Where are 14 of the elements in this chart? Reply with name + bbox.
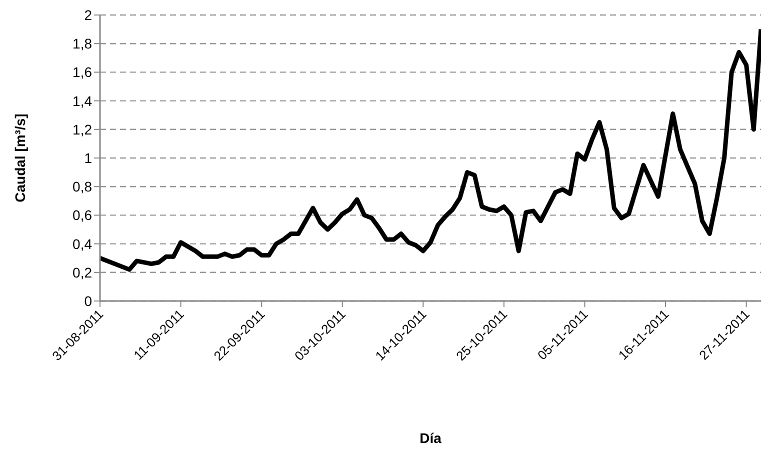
- y-tick-label: 2: [84, 6, 92, 23]
- y-axis-title: Caudal [m³/s]: [12, 114, 28, 202]
- y-tick-label: 0,8: [72, 178, 92, 195]
- y-tick-label: 0,4: [72, 236, 92, 252]
- y-tick-label: 0,6: [72, 207, 92, 224]
- y-tick-label: 1,2: [72, 121, 92, 138]
- y-tick-label: 1,8: [72, 36, 92, 52]
- line-series: [100, 27, 761, 272]
- y-tick-label: 1: [84, 150, 92, 166]
- y-tick-label: 1,4: [72, 92, 92, 109]
- y-tick-label: 0: [84, 292, 92, 309]
- y-tick-label: 0,2: [72, 264, 92, 280]
- y-tick-label: 1,6: [72, 64, 92, 80]
- x-axis-title: Día: [420, 430, 442, 446]
